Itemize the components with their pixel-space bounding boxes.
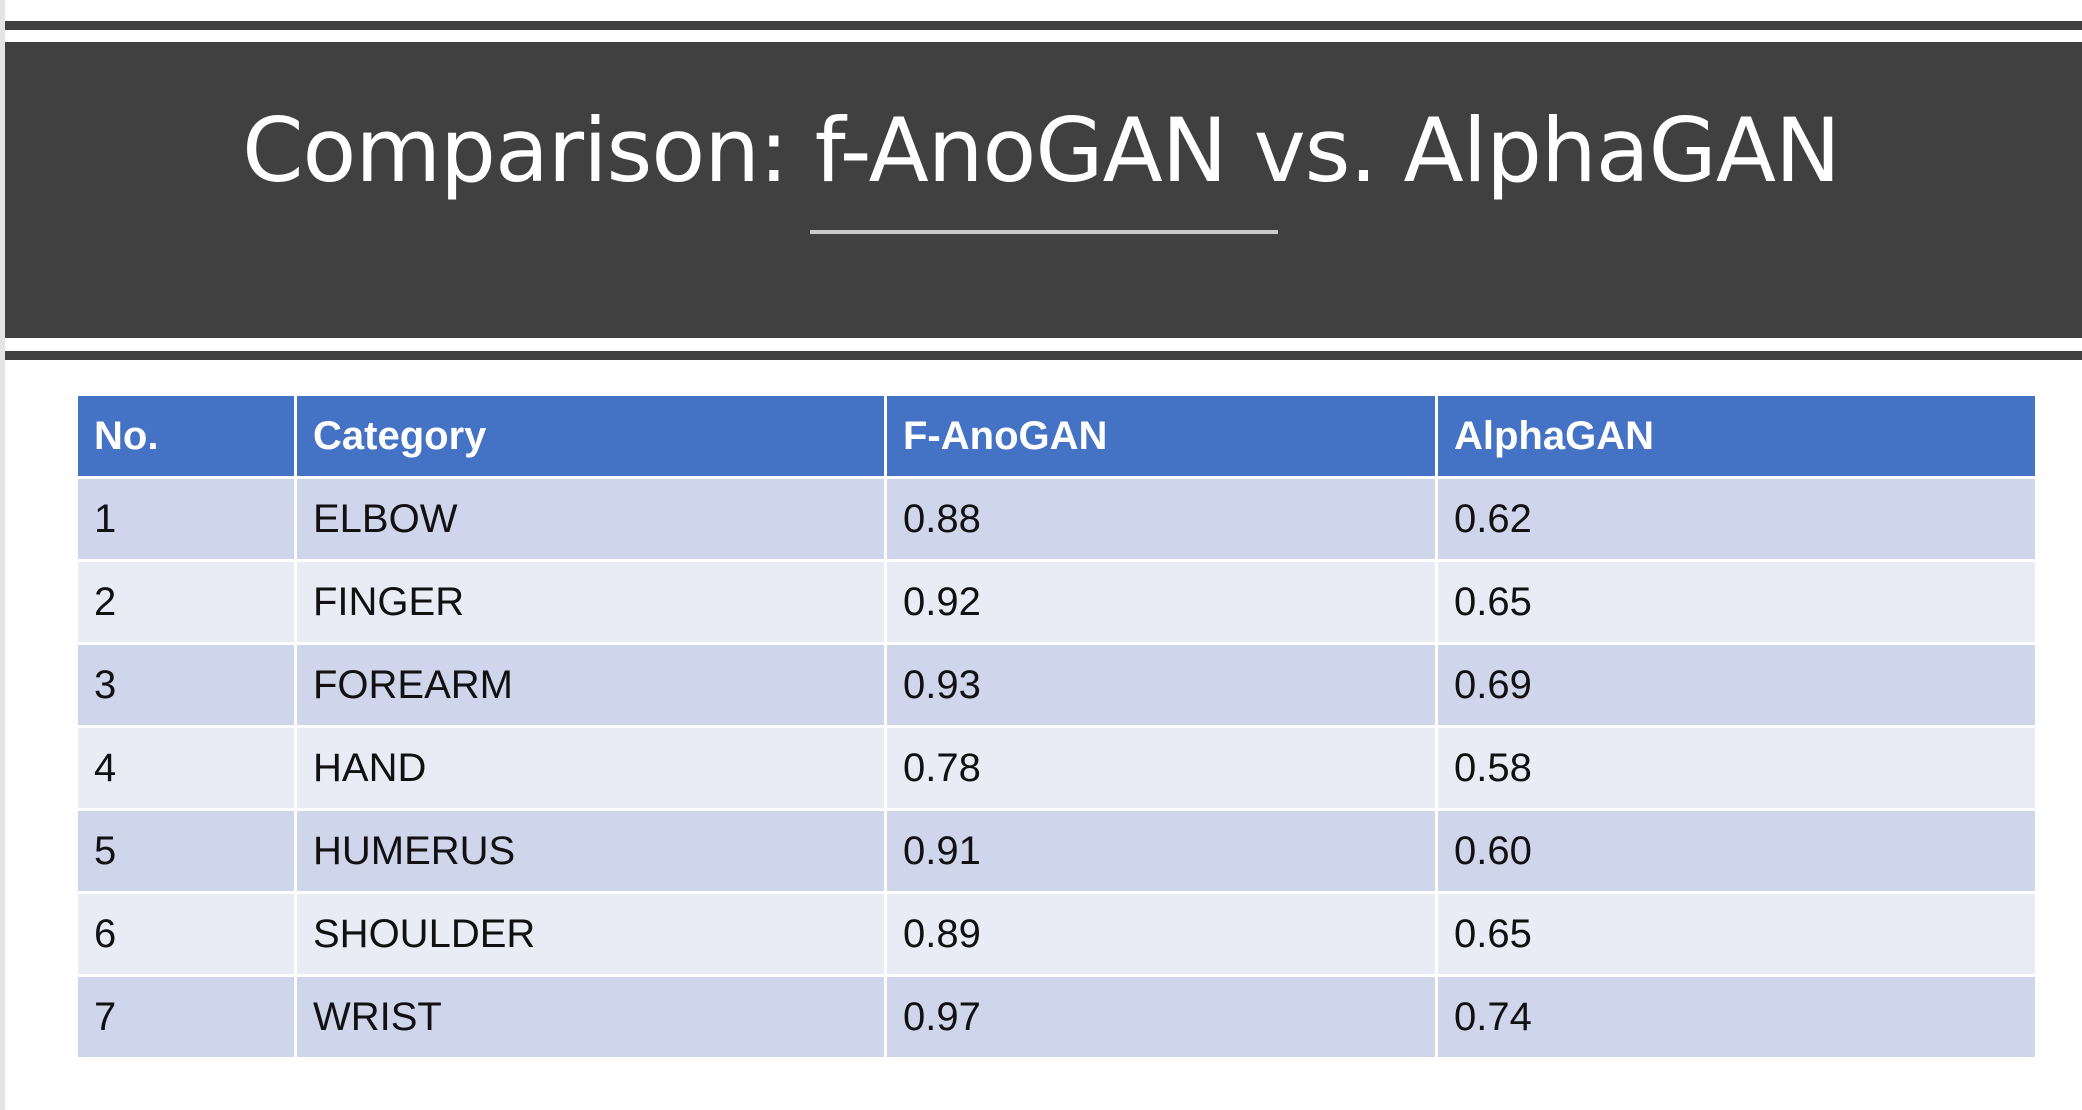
cell-category: HUMERUS: [294, 808, 887, 894]
cell-alphagan: 0.65: [1435, 559, 2038, 645]
cell-no: 7: [75, 974, 297, 1060]
cell-category: WRIST: [294, 974, 887, 1060]
title-underline: [810, 230, 1278, 234]
table-row: 1 ELBOW 0.88 0.62: [75, 476, 2038, 562]
table-row: 5 HUMERUS 0.91 0.60: [75, 808, 2038, 894]
cell-category: FINGER: [294, 559, 887, 645]
cell-f-anogan: 0.88: [884, 476, 1438, 562]
header-no: No.: [75, 393, 297, 479]
cell-alphagan: 0.58: [1435, 725, 2038, 811]
cell-category: HAND: [294, 725, 887, 811]
cell-alphagan: 0.69: [1435, 642, 2038, 728]
header-f-anogan: F-AnoGAN: [884, 393, 1438, 479]
header-category: Category: [294, 393, 887, 479]
header-alphagan: AlphaGAN: [1435, 393, 2038, 479]
cell-no: 2: [75, 559, 297, 645]
cell-no: 3: [75, 642, 297, 728]
cell-no: 6: [75, 891, 297, 977]
cell-f-anogan: 0.97: [884, 974, 1438, 1060]
top-rule: [5, 21, 2082, 30]
cell-f-anogan: 0.78: [884, 725, 1438, 811]
table-row: 3 FOREARM 0.93 0.69: [75, 642, 2038, 728]
cell-no: 4: [75, 725, 297, 811]
table-row: 2 FINGER 0.92 0.65: [75, 559, 2038, 645]
cell-category: FOREARM: [294, 642, 887, 728]
slide-title: Comparison: f-AnoGAN vs. AlphaGAN: [242, 99, 1841, 202]
cell-f-anogan: 0.93: [884, 642, 1438, 728]
bottom-rule: [5, 351, 2082, 360]
title-banner: [5, 42, 2082, 338]
cell-alphagan: 0.60: [1435, 808, 2038, 894]
cell-f-anogan: 0.89: [884, 891, 1438, 977]
table-row: 6 SHOULDER 0.89 0.65: [75, 891, 2038, 977]
cell-alphagan: 0.65: [1435, 891, 2038, 977]
cell-category: ELBOW: [294, 476, 887, 562]
cell-alphagan: 0.74: [1435, 974, 2038, 1060]
cell-no: 5: [75, 808, 297, 894]
cell-no: 1: [75, 476, 297, 562]
slide-left-edge: [0, 0, 5, 1110]
table-header-row: No. Category F-AnoGAN AlphaGAN: [75, 393, 2038, 479]
cell-category: SHOULDER: [294, 891, 887, 977]
cell-f-anogan: 0.91: [884, 808, 1438, 894]
table-row: 7 WRIST 0.97 0.74: [75, 974, 2038, 1060]
cell-f-anogan: 0.92: [884, 559, 1438, 645]
comparison-table: No. Category F-AnoGAN AlphaGAN 1 ELBOW 0…: [75, 393, 2038, 1060]
table-row: 4 HAND 0.78 0.58: [75, 725, 2038, 811]
cell-alphagan: 0.62: [1435, 476, 2038, 562]
